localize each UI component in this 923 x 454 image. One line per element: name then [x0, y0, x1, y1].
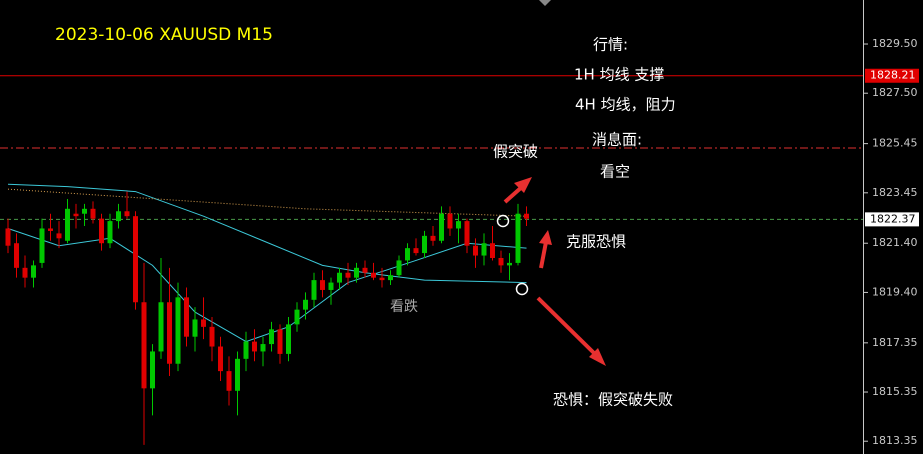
moving-average — [7, 188, 527, 217]
candle-body — [107, 221, 113, 244]
candle-body — [286, 324, 291, 354]
plot — [0, 75, 863, 445]
candle-body — [158, 302, 164, 352]
chart-title: 2023-10-06 XAUUSD M15 — [55, 25, 273, 45]
candle-body — [56, 233, 62, 239]
y-tick-label: 1813.35 — [872, 434, 918, 447]
candle-body — [150, 351, 155, 389]
candle-body — [294, 309, 300, 325]
marker-circle — [496, 214, 510, 228]
annotation: 4H 均线，阻力 — [575, 96, 676, 114]
candle-body — [362, 267, 368, 273]
candle-body — [90, 208, 96, 219]
candle-body — [48, 228, 53, 231]
candle-body — [82, 208, 87, 214]
annotation: 看空 — [600, 163, 630, 181]
candle-body — [498, 257, 504, 266]
candle-body — [73, 213, 79, 217]
moving-average — [7, 183, 527, 284]
candle-body — [218, 346, 223, 372]
candle-body — [447, 213, 453, 229]
candle-body — [507, 262, 512, 266]
y-tick-label: 1827.50 — [872, 86, 918, 99]
candle-body — [192, 319, 198, 337]
candle-body — [396, 260, 402, 276]
candle-body — [99, 218, 104, 244]
candle-body — [235, 358, 240, 391]
candle-body — [524, 213, 529, 219]
scroll-icon — [539, 0, 551, 6]
y-tick-label: 1817.35 — [872, 336, 918, 349]
annotation: 1H 均线 支撑 — [574, 66, 664, 84]
candle-body — [328, 282, 334, 290]
candle-body — [269, 329, 274, 345]
candle-body — [39, 228, 45, 263]
marker-circle — [515, 282, 529, 296]
candle-body — [124, 211, 130, 217]
arrows — [503, 177, 606, 366]
candle-body — [141, 302, 147, 389]
candle-body — [116, 211, 121, 222]
candle-body — [337, 272, 342, 283]
candle-body — [201, 319, 206, 327]
candle-body — [252, 341, 257, 352]
candle-body — [243, 341, 249, 359]
candle-body — [184, 297, 189, 337]
price-label-box — [865, 212, 919, 227]
annotation: 看跌 — [390, 299, 418, 315]
candle-body — [345, 272, 351, 278]
candle-body — [481, 243, 487, 256]
y-tick-label: 1829.50 — [872, 37, 918, 50]
price-label: 1822.37 — [870, 212, 916, 225]
candle-body — [277, 329, 283, 354]
y-tick-label: 1821.40 — [872, 236, 918, 249]
y-tick-label: 1815.35 — [872, 385, 918, 398]
candle-body — [5, 228, 11, 246]
y-tick-label: 1823.45 — [872, 186, 918, 199]
candle-body — [133, 216, 138, 303]
candle-body — [439, 213, 444, 241]
candle-body — [209, 326, 215, 347]
candle-body — [413, 248, 419, 254]
candle-body — [303, 299, 308, 310]
candle-body — [464, 221, 470, 246]
annotation: 行情: — [593, 36, 628, 54]
y-tick-label: 1819.40 — [872, 285, 918, 298]
candle-body — [388, 275, 393, 281]
price-label-box — [865, 68, 919, 83]
annotation: 恐惧：假突破失败 — [553, 391, 673, 409]
price-label: 1828.21 — [870, 69, 916, 82]
candle-body — [422, 235, 427, 254]
candle-body — [405, 248, 410, 261]
candle-body — [65, 208, 70, 241]
annotation: 克服恐惧 — [566, 233, 626, 251]
annotation: 消息面: — [592, 131, 642, 149]
candle-body — [22, 267, 28, 278]
candle-body — [490, 243, 495, 258]
annotation: 假突破 — [493, 143, 538, 161]
candle-body — [320, 280, 325, 290]
candle-body — [515, 213, 521, 263]
candle-body — [167, 302, 172, 364]
candle-body — [473, 245, 478, 256]
candle-body — [371, 272, 376, 278]
candle-body — [354, 267, 359, 278]
candle-body — [379, 277, 385, 281]
candle-body — [31, 265, 36, 278]
y-tick-label: 1825.45 — [872, 137, 918, 150]
candle-body — [311, 280, 317, 300]
candle-body — [430, 235, 436, 241]
candle-body — [260, 344, 266, 352]
candle-body — [226, 371, 232, 391]
candle-body — [14, 243, 19, 268]
candle-body — [175, 297, 181, 364]
candle-body — [456, 221, 461, 229]
